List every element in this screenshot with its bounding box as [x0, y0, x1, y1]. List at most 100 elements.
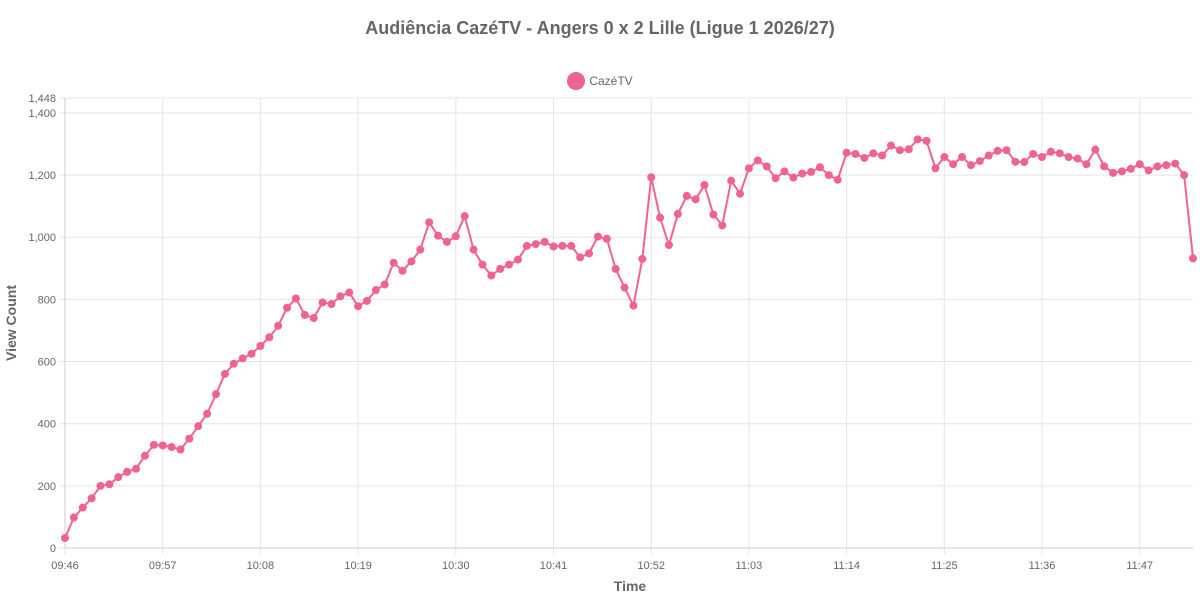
data-point[interactable] — [931, 164, 940, 173]
data-point[interactable] — [203, 409, 212, 418]
data-point[interactable] — [522, 241, 531, 250]
data-point[interactable] — [904, 145, 913, 154]
data-point[interactable] — [780, 167, 789, 176]
data-point[interactable] — [638, 254, 647, 263]
data-point[interactable] — [531, 240, 540, 249]
data-point[interactable] — [194, 422, 203, 431]
data-point[interactable] — [913, 135, 922, 144]
data-point[interactable] — [549, 242, 558, 251]
data-point[interactable] — [318, 298, 327, 307]
data-point[interactable] — [895, 146, 904, 155]
data-point[interactable] — [434, 231, 443, 240]
data-point[interactable] — [61, 534, 69, 543]
data-point[interactable] — [1153, 162, 1162, 171]
data-point[interactable] — [105, 480, 114, 489]
data-point[interactable] — [327, 300, 336, 309]
data-point[interactable] — [132, 464, 141, 473]
data-point[interactable] — [398, 266, 407, 275]
data-point[interactable] — [656, 213, 665, 222]
data-point[interactable] — [1117, 167, 1126, 176]
data-point[interactable] — [860, 153, 869, 162]
data-point[interactable] — [345, 288, 354, 297]
data-point[interactable] — [140, 451, 149, 460]
data-point[interactable] — [291, 294, 300, 303]
data-point[interactable] — [1029, 149, 1038, 158]
data-point[interactable] — [185, 434, 194, 443]
data-point[interactable] — [602, 234, 611, 243]
data-point[interactable] — [771, 174, 780, 183]
data-point[interactable] — [1100, 162, 1109, 171]
data-point[interactable] — [824, 171, 833, 180]
data-point[interactable] — [149, 440, 158, 449]
data-point[interactable] — [762, 162, 771, 171]
data-point[interactable] — [869, 149, 878, 158]
data-point[interactable] — [744, 164, 753, 173]
data-point[interactable] — [691, 195, 700, 204]
data-point[interactable] — [851, 149, 860, 158]
data-point[interactable] — [833, 175, 842, 184]
data-point[interactable] — [789, 173, 798, 182]
data-point[interactable] — [878, 151, 887, 160]
data-point[interactable] — [274, 321, 283, 330]
data-point[interactable] — [123, 467, 132, 476]
data-point[interactable] — [87, 494, 96, 503]
data-point[interactable] — [1189, 254, 1197, 263]
data-point[interactable] — [380, 280, 389, 289]
data-point[interactable] — [815, 163, 824, 172]
data-point[interactable] — [505, 260, 514, 269]
data-point[interactable] — [1162, 161, 1171, 170]
data-point[interactable] — [993, 146, 1002, 155]
data-point[interactable] — [256, 341, 265, 350]
data-point[interactable] — [265, 333, 274, 342]
data-point[interactable] — [425, 218, 434, 227]
data-point[interactable] — [540, 237, 549, 246]
data-point[interactable] — [1091, 145, 1100, 154]
data-point[interactable] — [1135, 160, 1144, 169]
data-point[interactable] — [736, 189, 745, 198]
data-point[interactable] — [984, 151, 993, 160]
data-point[interactable] — [371, 286, 380, 295]
data-point[interactable] — [487, 271, 496, 280]
data-point[interactable] — [700, 181, 709, 190]
data-point[interactable] — [478, 260, 487, 269]
data-point[interactable] — [585, 249, 594, 258]
data-point[interactable] — [567, 241, 576, 250]
data-point[interactable] — [362, 296, 371, 305]
data-point[interactable] — [1038, 153, 1047, 162]
data-point[interactable] — [949, 160, 958, 169]
data-point[interactable] — [442, 237, 451, 246]
data-point[interactable] — [354, 302, 363, 311]
data-point[interactable] — [576, 253, 585, 262]
data-point[interactable] — [842, 148, 851, 157]
data-point[interactable] — [718, 221, 727, 230]
data-point[interactable] — [460, 212, 469, 221]
data-point[interactable] — [220, 369, 229, 378]
data-point[interactable] — [1082, 160, 1091, 169]
data-point[interactable] — [114, 473, 123, 482]
data-point[interactable] — [620, 283, 629, 292]
data-point[interactable] — [682, 191, 691, 200]
data-point[interactable] — [558, 241, 567, 250]
data-point[interactable] — [69, 513, 78, 522]
data-point[interactable] — [78, 503, 87, 512]
data-point[interactable] — [96, 481, 105, 490]
data-point[interactable] — [611, 264, 620, 273]
data-point[interactable] — [283, 303, 292, 312]
data-point[interactable] — [1020, 158, 1029, 167]
data-point[interactable] — [496, 264, 505, 273]
data-point[interactable] — [229, 359, 238, 368]
data-point[interactable] — [158, 441, 167, 450]
data-point[interactable] — [451, 232, 460, 241]
data-point[interactable] — [336, 292, 345, 301]
data-point[interactable] — [966, 161, 975, 170]
data-point[interactable] — [753, 156, 762, 165]
data-point[interactable] — [1180, 171, 1189, 180]
data-point[interactable] — [1144, 166, 1153, 175]
data-point[interactable] — [1046, 147, 1055, 156]
data-point[interactable] — [176, 445, 185, 454]
data-point[interactable] — [958, 153, 967, 162]
data-point[interactable] — [238, 354, 247, 363]
data-point[interactable] — [1171, 159, 1180, 168]
data-point[interactable] — [1002, 146, 1011, 155]
data-point[interactable] — [807, 167, 816, 176]
